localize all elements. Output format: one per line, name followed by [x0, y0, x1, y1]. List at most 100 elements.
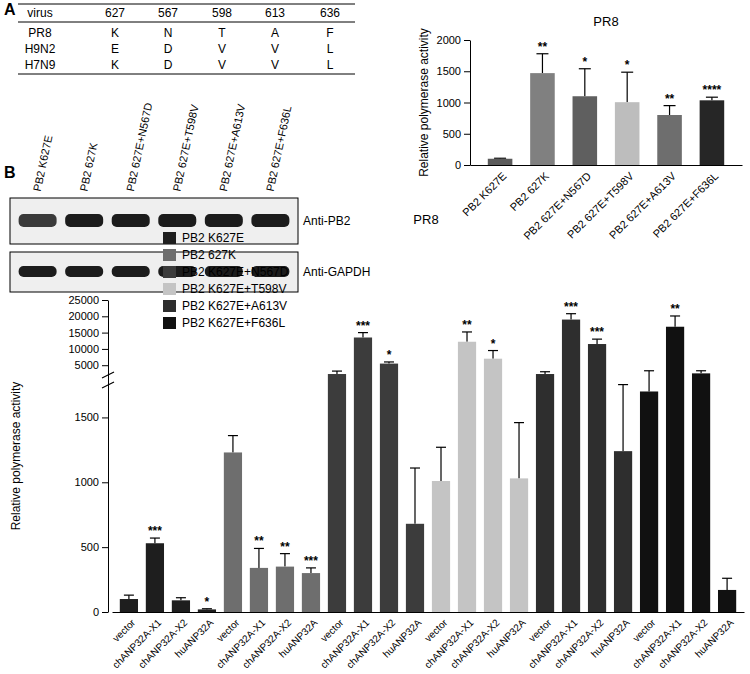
- table-rule: [18, 22, 355, 23]
- tick-label: 500: [81, 541, 99, 553]
- table-header: 598: [212, 6, 232, 20]
- significance: *: [582, 55, 587, 69]
- tick: 1500: [75, 411, 108, 423]
- table-cell: D: [164, 58, 173, 72]
- error-cap: [494, 158, 506, 159]
- bar: [380, 364, 398, 612]
- tick-label: 1000: [75, 476, 99, 488]
- tick-label: 2000: [437, 34, 461, 46]
- significance: **: [665, 92, 675, 106]
- bar: [120, 599, 138, 612]
- plot-area: [488, 54, 724, 165]
- y-axis: 050010001500500010000150002000025000: [68, 294, 108, 618]
- error-cap: [410, 467, 420, 468]
- bar: [224, 452, 242, 612]
- significance: **: [280, 540, 290, 554]
- error-bar: [648, 371, 649, 392]
- tick-label: 20000: [68, 310, 99, 322]
- tick-label: huANP32A: [381, 617, 424, 660]
- x-axis: vectorchANP32A-X1chANP32A-X2huANP32Avect…: [110, 613, 744, 671]
- legend-swatch: [163, 283, 176, 295]
- tick: 10000: [68, 343, 108, 355]
- bar: [614, 451, 632, 612]
- table: virus627567598613636PR8KNTAFH9N2EDVVLH7N…: [18, 4, 355, 74]
- error-bar: [570, 314, 571, 320]
- table-cell: N: [164, 26, 173, 40]
- tick-label: 25000: [68, 294, 99, 306]
- error-cap: [722, 578, 732, 579]
- legend-swatch: [163, 317, 176, 329]
- error-cap: [332, 370, 342, 371]
- significance: ***: [304, 554, 318, 568]
- blot-band: [112, 214, 150, 227]
- bar: [573, 96, 598, 165]
- tick: huANP32A: [589, 617, 632, 660]
- tick-label: 1500: [437, 65, 461, 77]
- lane-label: PB2 627E+T598V: [170, 103, 200, 193]
- legend-swatch: [163, 266, 176, 278]
- chart-a: **********0500100015002000PB2 K627EPB2 6…: [417, 14, 743, 242]
- lane-label: PB2 627E+F636L: [264, 105, 294, 193]
- tick: 1000: [437, 97, 470, 109]
- tick-label: 0: [93, 606, 99, 618]
- blot-band: [158, 214, 196, 227]
- blot-band: [65, 214, 103, 227]
- error-bar: [310, 568, 311, 573]
- legend-label: PB2 627K: [182, 248, 236, 262]
- error-bar: [232, 436, 233, 453]
- bar: [198, 609, 216, 612]
- lane-label: PB2 627E+A613V: [217, 102, 247, 192]
- tick: PB2 627E+F636L: [650, 170, 720, 240]
- y-axis: 0500100015002000: [437, 34, 471, 171]
- table-cell: D: [164, 42, 173, 56]
- error-cap: [618, 384, 628, 385]
- tick-label: 1500: [75, 411, 99, 423]
- tick-mark: [102, 547, 108, 548]
- axis-line: [113, 612, 745, 613]
- blot-band: [251, 214, 289, 227]
- axis-line: [471, 165, 743, 166]
- tick: PB2 K627E: [460, 170, 509, 219]
- bar: [562, 320, 580, 612]
- error-bar: [414, 468, 415, 524]
- significance: ***: [590, 325, 604, 339]
- bar: [146, 543, 164, 612]
- bar: [666, 327, 684, 612]
- blot-band: [65, 266, 103, 277]
- error-cap: [436, 447, 446, 448]
- legend-label: PB2 K627E+F636L: [182, 316, 285, 330]
- error-bar: [440, 447, 441, 481]
- table-rule: [18, 4, 355, 5]
- tick-label: 1000: [437, 97, 461, 109]
- bar: [250, 568, 268, 612]
- significance: *: [625, 58, 630, 72]
- tick-mark: [102, 365, 108, 366]
- tick-mark: [102, 316, 108, 317]
- legend-label: PB2 K627E+A613V: [182, 299, 287, 313]
- error-bar: [362, 333, 363, 338]
- table-header: 613: [265, 6, 285, 20]
- table-header: 627: [105, 6, 125, 20]
- axis-line: [108, 301, 109, 613]
- bar: [510, 478, 528, 612]
- tick: huANP32A: [693, 617, 736, 660]
- significance: **: [670, 302, 680, 316]
- tick: 1000: [75, 476, 108, 488]
- tick-label: huANP32A: [277, 617, 320, 660]
- significance: ***: [564, 300, 578, 314]
- antibody-label: Anti-GAPDH: [303, 265, 370, 279]
- significance: **: [538, 40, 548, 54]
- tick-label: 0: [455, 159, 461, 171]
- bar: [406, 524, 424, 612]
- tick: 5000: [75, 359, 108, 371]
- legend-label: PB2 K627E: [182, 231, 244, 245]
- y-axis-title: Relative polymerase activity: [417, 28, 431, 177]
- table-cell: T: [218, 26, 226, 40]
- tick: 25000: [68, 294, 108, 306]
- error-bar: [492, 351, 493, 359]
- error-bar: [284, 554, 285, 567]
- significance: *: [491, 337, 496, 351]
- error-cap: [696, 370, 706, 371]
- table-cell: V: [271, 58, 279, 72]
- table-cell: V: [271, 42, 279, 56]
